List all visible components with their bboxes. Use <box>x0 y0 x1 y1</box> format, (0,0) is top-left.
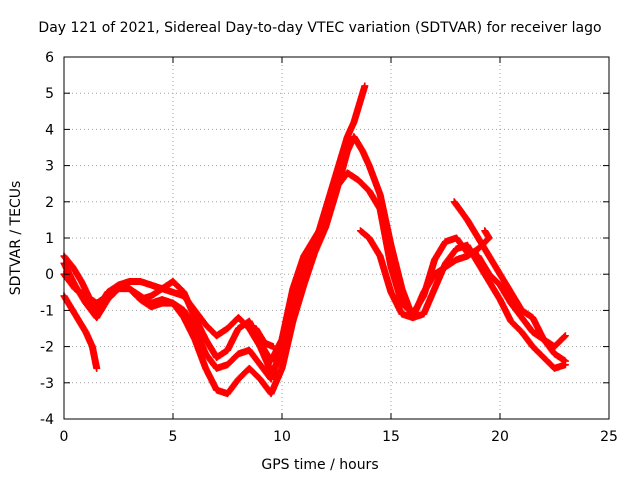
y-tick-label: -4 <box>40 412 54 428</box>
series-track-2 <box>60 82 369 383</box>
y-tick-label: -1 <box>40 303 54 319</box>
plus-marker <box>481 227 489 235</box>
plus-marker <box>361 82 369 90</box>
plus-marker <box>561 332 569 340</box>
x-axis-label: GPS time / hours <box>261 457 379 473</box>
axis-ticks: 0 5 10 15 20 25 -4 -3 -2 -1 0 1 2 3 4 5 6 <box>40 50 618 445</box>
plus-marker <box>269 343 277 351</box>
series-track-3 <box>60 292 101 372</box>
chart-title: Day 121 of 2021, Sidereal Day-to-day VTE… <box>38 20 602 36</box>
y-tick-label: 0 <box>45 267 54 283</box>
x-tick-label: 15 <box>382 429 400 445</box>
x-tick-label: 10 <box>273 429 291 445</box>
plus-marker <box>561 357 569 365</box>
y-tick-label: 2 <box>45 195 54 211</box>
y-tick-label: -2 <box>40 340 54 356</box>
y-tick-label: 6 <box>45 50 54 66</box>
y-tick-label: 5 <box>45 86 54 102</box>
x-tick-label: 25 <box>600 429 618 445</box>
series-track-6 <box>252 325 277 351</box>
series-track-9 <box>474 227 493 253</box>
plus-marker <box>560 333 568 341</box>
series-track-8 <box>450 198 569 365</box>
x-tick-label: 0 <box>60 429 69 445</box>
plus-marker <box>267 368 275 376</box>
plus-marker <box>93 364 101 372</box>
data-markers <box>60 82 569 398</box>
x-tick-label: 5 <box>169 429 178 445</box>
x-tick-label: 20 <box>491 429 509 445</box>
y-tick-label: -3 <box>40 376 54 392</box>
y-tick-label: 3 <box>45 159 54 175</box>
y-tick-label: 1 <box>45 231 54 247</box>
series-track-5 <box>136 285 275 376</box>
y-tick-label: 4 <box>45 122 54 138</box>
grid <box>64 57 609 419</box>
